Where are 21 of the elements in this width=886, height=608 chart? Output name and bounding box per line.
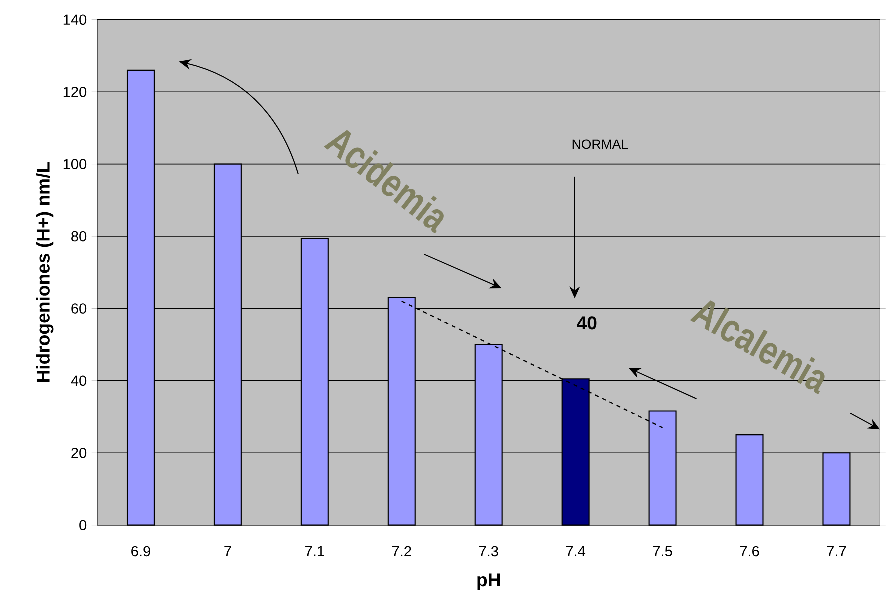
y-tick-label: 60 (72, 304, 87, 314)
y-tick-label: 120 (64, 86, 87, 98)
x-tick-label: 7.5 (653, 546, 672, 557)
x-tick-label: 7.7 (827, 546, 846, 556)
x-tick-label: 6.9 (132, 546, 150, 557)
y-tick-label: 100 (64, 159, 87, 170)
x-tick-label: 7.6 (740, 546, 760, 557)
y-axis-title: Hidrogeniones (H+) nm/L (36, 162, 54, 382)
y-tick-label: 40 (71, 376, 87, 386)
y-tick-label: 80 (72, 231, 87, 242)
x-tick-label: 7.4 (566, 546, 586, 556)
x-tick-label: 7 (224, 546, 232, 556)
annotation: NORMAL (572, 140, 628, 150)
x-tick-label: 7.3 (479, 546, 498, 557)
y-tick-label: 140 (64, 14, 87, 26)
x-tick-label: 7.2 (392, 546, 412, 557)
y-tick-label: 20 (72, 448, 87, 458)
y-tick-label: 0 (80, 520, 87, 531)
x-axis-title: pH (478, 574, 500, 590)
x-tick-label: 7.1 (306, 546, 324, 556)
annotation: 40 (577, 316, 597, 330)
